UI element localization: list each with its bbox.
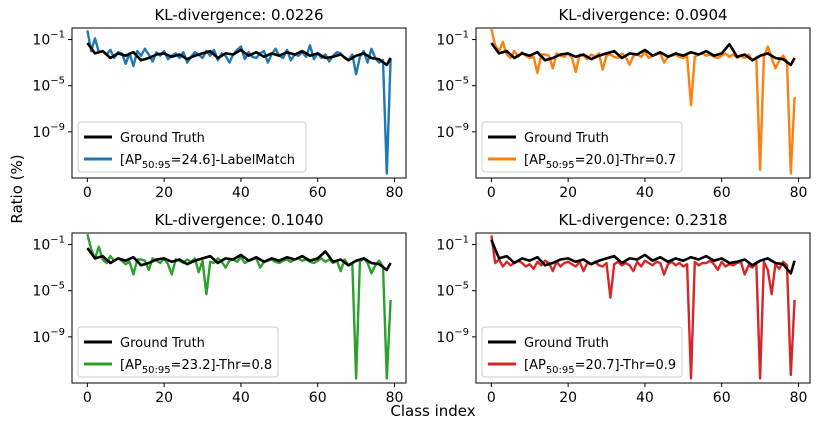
subplot-title: KL-divergence: 0.1040 <box>154 211 323 229</box>
subplot-title: KL-divergence: 0.0226 <box>154 6 323 24</box>
x-tick-label: 20 <box>155 185 173 201</box>
legend-label: Ground Truth <box>524 131 609 146</box>
y-tick-label: 10−9 <box>436 327 469 346</box>
y-tick-label: 10−5 <box>436 76 469 95</box>
legend-label: [AP50:95=23.2]-Thr=0.8 <box>120 358 272 376</box>
x-tick-label: 0 <box>487 390 496 406</box>
subplot-2: KL-divergence: 0.0904 0 20 40 60 80 10−1 10−5 10… <box>436 6 811 201</box>
ground-truth-line <box>86 42 392 67</box>
y-tick-label: 10−5 <box>32 281 65 300</box>
legend-box <box>77 326 279 378</box>
legend: Ground Truth [AP50:95=20.7]-Thr=0.9 <box>481 326 683 378</box>
ground-truth-line <box>86 247 392 272</box>
subplot-title: KL-divergence: 0.0904 <box>558 6 727 24</box>
model-line <box>490 235 796 380</box>
legend-label: [AP50:95=20.7]-Thr=0.9 <box>524 358 676 376</box>
x-tick-label: 80 <box>790 390 808 406</box>
axes-frame <box>475 232 811 384</box>
subplot-4: KL-divergence: 0.2318 0 20 40 60 80 10−1 10−5 10… <box>436 211 811 406</box>
x-tick-label: 80 <box>386 185 404 201</box>
model-line <box>490 28 796 175</box>
x-tick-label: 40 <box>232 185 250 201</box>
x-tick-label: 0 <box>83 390 92 406</box>
ground-truth-line <box>490 239 796 275</box>
y-tick-label: 10−9 <box>32 327 65 346</box>
y-tick-label: 10−5 <box>436 281 469 300</box>
legend-label: Ground Truth <box>524 336 609 351</box>
subplot-1: KL-divergence: 0.0226 0 20 40 60 80 10−1 10−5 10… <box>32 6 407 201</box>
y-tick-label: 10−1 <box>32 235 65 254</box>
legend-box <box>481 326 683 378</box>
legend: Ground Truth [AP50:95=20.0]-Thr=0.7 <box>481 121 683 173</box>
y-tick-label: 10−1 <box>436 30 469 49</box>
x-tick-label: 60 <box>309 390 327 406</box>
model-line <box>86 233 392 380</box>
axes-frame <box>71 232 407 384</box>
legend-label: [AP50:95=20.0]-Thr=0.7 <box>524 153 676 171</box>
subplot-3: KL-divergence: 0.1040 0 20 40 60 80 10−1 10−5 10… <box>32 211 407 406</box>
legend-label: Ground Truth <box>120 131 205 146</box>
axes-frame <box>475 27 811 179</box>
legend-box <box>77 121 307 173</box>
subplot-grid: KL-divergence: 0.0226 0 20 40 60 80 10−1 10−5 10… <box>32 6 811 406</box>
y-tick-label: 10−5 <box>32 76 65 95</box>
x-tick-label: 80 <box>386 390 404 406</box>
subplot-title: KL-divergence: 0.2318 <box>558 211 727 229</box>
x-tick-label: 40 <box>636 390 654 406</box>
x-tick-label: 80 <box>790 185 808 201</box>
model-line <box>86 30 392 175</box>
legend: Ground Truth [AP50:95=24.6]-LabelMatch <box>77 121 307 173</box>
ground-truth-line <box>490 42 796 67</box>
y-axis-label: Ratio (%) <box>8 154 26 223</box>
legend-label: Ground Truth <box>120 336 205 351</box>
legend: Ground Truth [AP50:95=23.2]-Thr=0.8 <box>77 326 279 378</box>
x-tick-label: 0 <box>83 185 92 201</box>
y-tick-label: 10−1 <box>436 235 469 254</box>
x-tick-label: 40 <box>636 185 654 201</box>
y-tick-label: 10−9 <box>436 122 469 141</box>
x-axis-label: Class index <box>390 402 475 420</box>
x-tick-label: 60 <box>713 185 731 201</box>
x-tick-label: 20 <box>155 390 173 406</box>
legend-box <box>481 121 683 173</box>
x-tick-label: 20 <box>559 390 577 406</box>
x-tick-label: 40 <box>232 390 250 406</box>
y-tick-label: 10−9 <box>32 122 65 141</box>
y-tick-label: 10−1 <box>32 30 65 49</box>
x-tick-label: 60 <box>309 185 327 201</box>
x-tick-label: 0 <box>487 185 496 201</box>
x-tick-label: 60 <box>713 390 731 406</box>
legend-label: [AP50:95=24.6]-LabelMatch <box>120 153 295 171</box>
x-tick-label: 20 <box>559 185 577 201</box>
axes-frame <box>71 27 407 179</box>
